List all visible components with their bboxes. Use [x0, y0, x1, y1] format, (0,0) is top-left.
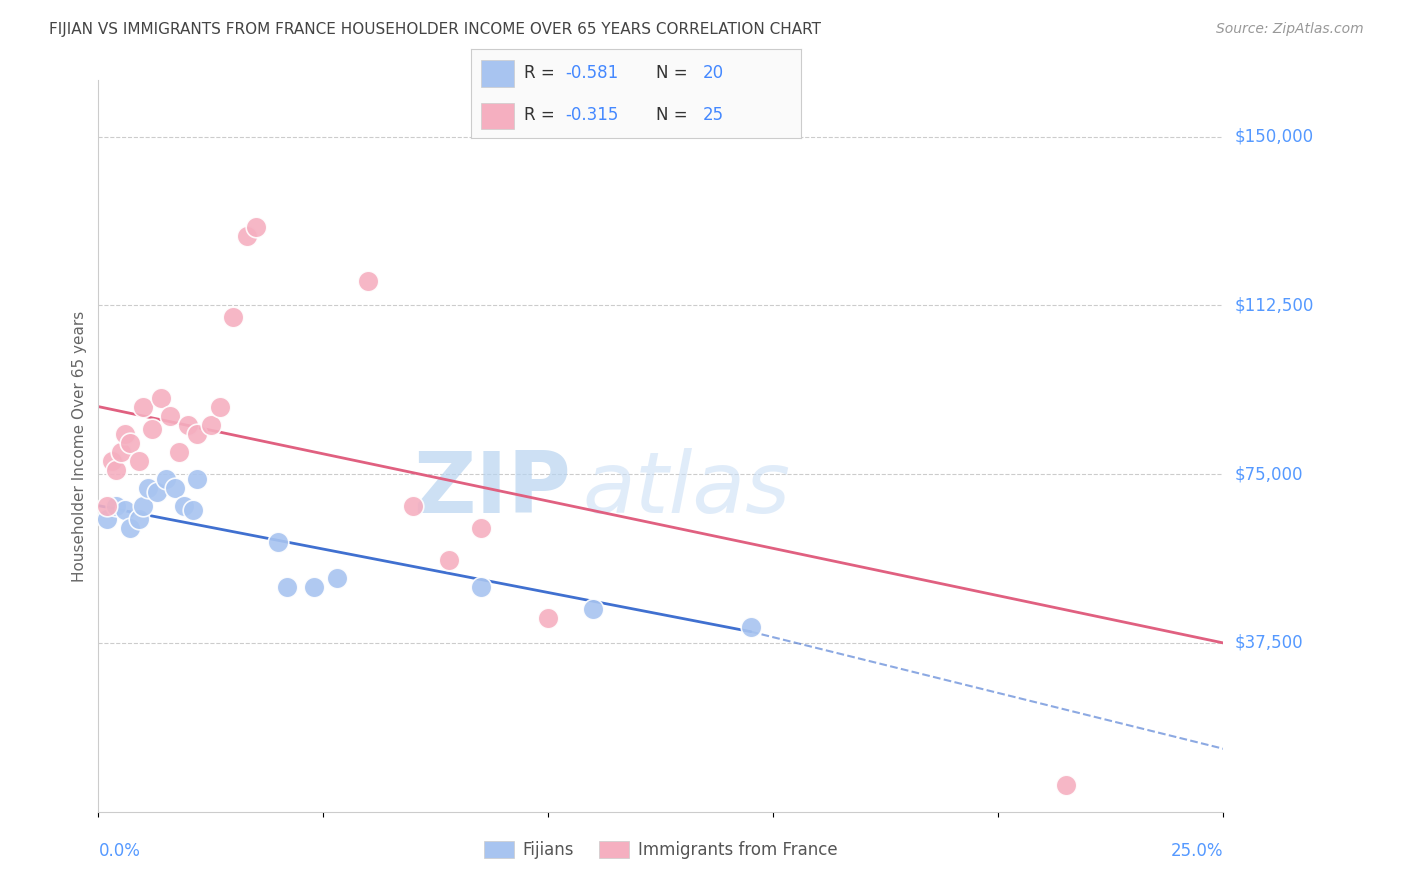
Point — [236, 228, 259, 243]
Point — [155, 472, 177, 486]
Text: 20: 20 — [703, 64, 724, 82]
Point — [186, 426, 208, 441]
Text: -0.315: -0.315 — [565, 106, 619, 124]
Point — [326, 571, 349, 585]
Point — [141, 422, 163, 436]
Point — [740, 620, 762, 634]
Text: R =: R = — [524, 64, 560, 82]
Point — [163, 481, 186, 495]
Point — [276, 580, 298, 594]
Point — [267, 534, 290, 549]
Point — [245, 219, 267, 234]
Y-axis label: Householder Income Over 65 years: Householder Income Over 65 years — [72, 310, 87, 582]
Text: 25.0%: 25.0% — [1171, 842, 1223, 860]
FancyBboxPatch shape — [481, 103, 515, 129]
Text: 25: 25 — [703, 106, 724, 124]
Point — [132, 499, 155, 513]
Text: -0.581: -0.581 — [565, 64, 619, 82]
Point — [208, 400, 231, 414]
Text: FIJIAN VS IMMIGRANTS FROM FRANCE HOUSEHOLDER INCOME OVER 65 YEARS CORRELATION CH: FIJIAN VS IMMIGRANTS FROM FRANCE HOUSEHO… — [49, 22, 821, 37]
Point — [114, 503, 136, 517]
Point — [114, 426, 136, 441]
Point — [150, 391, 173, 405]
Text: $150,000: $150,000 — [1234, 128, 1313, 145]
Point — [136, 481, 159, 495]
Text: $112,500: $112,500 — [1234, 296, 1313, 314]
Point — [128, 512, 150, 526]
Point — [105, 462, 128, 476]
Point — [169, 444, 191, 458]
Point — [105, 499, 128, 513]
Text: 0.0%: 0.0% — [98, 842, 141, 860]
Point — [101, 453, 124, 467]
Text: Source: ZipAtlas.com: Source: ZipAtlas.com — [1216, 22, 1364, 37]
Point — [402, 499, 425, 513]
Point — [1054, 778, 1077, 792]
Point — [222, 310, 245, 324]
Text: atlas: atlas — [582, 449, 790, 532]
Point — [537, 611, 560, 625]
Point — [582, 602, 605, 616]
Text: N =: N = — [657, 106, 693, 124]
Text: $75,000: $75,000 — [1234, 465, 1303, 483]
Point — [304, 580, 326, 594]
Text: N =: N = — [657, 64, 693, 82]
Point — [470, 580, 492, 594]
Point — [470, 521, 492, 535]
Point — [96, 512, 118, 526]
Point — [439, 552, 461, 566]
Point — [159, 409, 181, 423]
Point — [118, 435, 141, 450]
Point — [110, 444, 132, 458]
Point — [132, 400, 155, 414]
Point — [357, 274, 380, 288]
Point — [128, 453, 150, 467]
Point — [186, 472, 208, 486]
Legend: Fijians, Immigrants from France: Fijians, Immigrants from France — [478, 834, 844, 865]
Text: ZIP: ZIP — [413, 449, 571, 532]
FancyBboxPatch shape — [481, 60, 515, 87]
Point — [200, 417, 222, 432]
Point — [118, 521, 141, 535]
Text: $37,500: $37,500 — [1234, 634, 1303, 652]
Point — [177, 417, 200, 432]
Point — [173, 499, 195, 513]
Point — [96, 499, 118, 513]
Point — [146, 485, 169, 500]
Text: R =: R = — [524, 106, 560, 124]
Point — [181, 503, 204, 517]
